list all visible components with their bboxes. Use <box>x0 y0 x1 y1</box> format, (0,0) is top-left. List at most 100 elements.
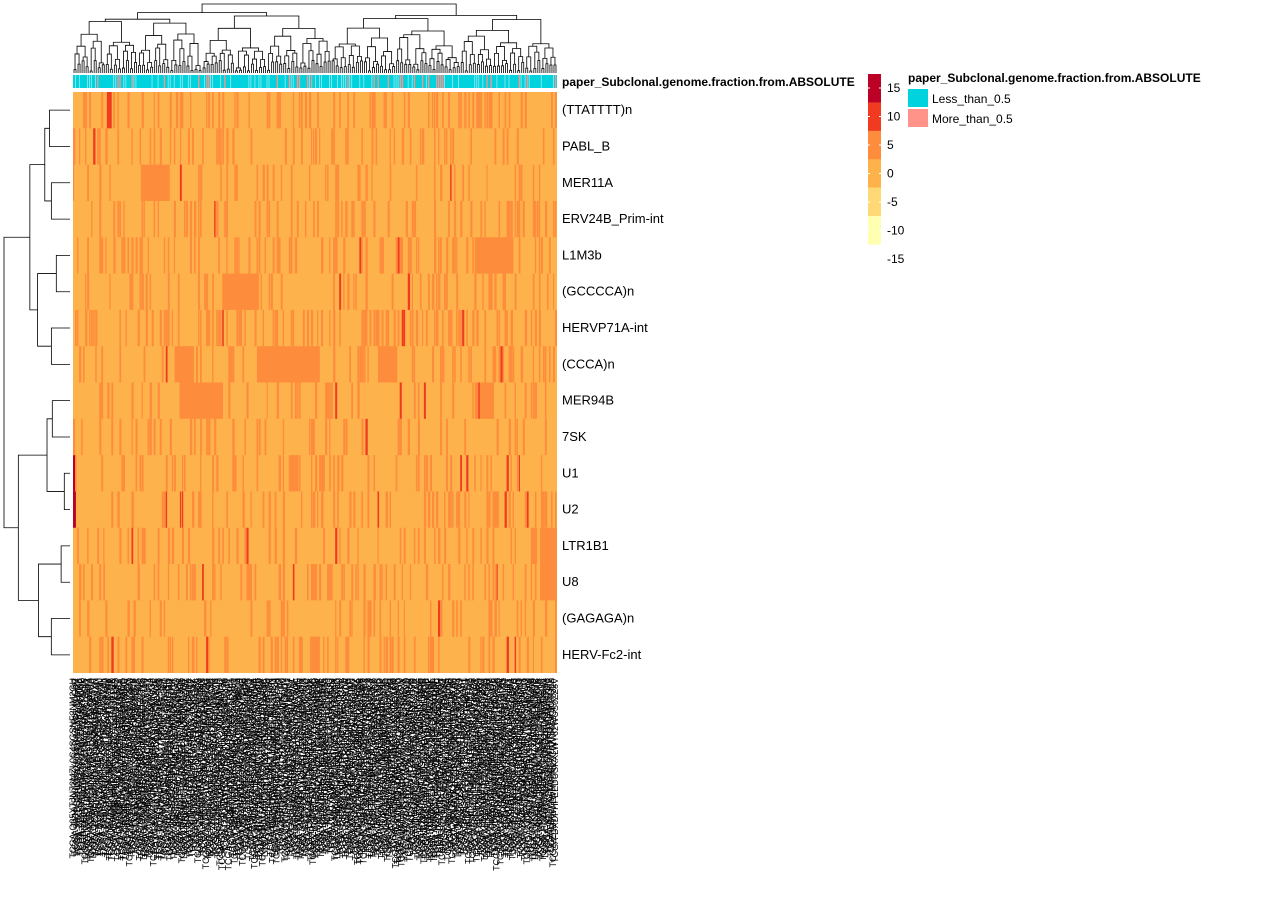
heatmap-cell <box>79 346 82 383</box>
heatmap-cell <box>538 237 541 274</box>
heatmap-cell <box>524 92 527 129</box>
heatmap-cell <box>204 273 206 310</box>
heatmap-cell <box>222 128 224 165</box>
dendrogram-branch <box>464 70 468 73</box>
heatmap-cell <box>552 273 555 310</box>
dendrogram-branch <box>404 63 408 73</box>
heatmap-cell <box>331 564 333 601</box>
dendrogram-branch <box>271 61 275 73</box>
heatmap-cell <box>323 527 326 565</box>
heatmap-cell <box>399 237 403 274</box>
heatmap-cell <box>131 128 133 165</box>
heatmap-cell <box>452 237 455 274</box>
dendrogram-branch <box>526 56 532 71</box>
heatmap-cell <box>139 237 142 274</box>
heatmap-cell <box>248 92 250 129</box>
heatmap-cell <box>262 491 265 528</box>
dendrogram-branch <box>500 42 518 49</box>
annotation-cell <box>117 75 119 88</box>
annotation-cell <box>230 75 232 88</box>
heatmap-cell <box>518 237 521 274</box>
dendrogram-branch <box>340 57 346 68</box>
dendrogram-branch <box>226 68 230 73</box>
heatmap-cell <box>282 491 286 528</box>
heatmap-cell <box>87 527 89 565</box>
dendrogram-branch <box>510 52 516 71</box>
column-label: TCGA-WZM2AJA4K4C50GRAB5FJJPQ69N <box>96 678 106 856</box>
heatmap-cell <box>520 600 523 637</box>
heatmap-cell <box>389 128 391 165</box>
heatmap-cell <box>218 309 221 347</box>
heatmap-cell <box>153 564 156 601</box>
dendrogram-branch <box>460 62 464 73</box>
heatmap-cell <box>361 128 364 165</box>
dendrogram-branch <box>126 60 129 73</box>
column-label: TCGA-W5SFLT7HHUQ6ZHXWZQR3CYBRA5 <box>467 678 477 864</box>
heatmap-cell <box>216 200 219 238</box>
dendrogram-branch <box>218 60 222 73</box>
dendrogram-branch <box>380 65 383 73</box>
heatmap-cell <box>385 491 388 528</box>
heatmap-cell <box>208 309 211 347</box>
heatmap-cell <box>508 92 511 129</box>
dendrogram-branch <box>392 66 396 73</box>
dendrogram-branch <box>93 60 97 73</box>
dendrogram-branch <box>435 45 453 58</box>
column-label: TCGA-FGSBX5DEZVHRHCPB9MKHN8QHFZ <box>358 678 368 865</box>
column-label: TCGA-74NA2KDQVQDE37ZAG4WM28A80H <box>296 678 306 861</box>
column-label: TCGA-ZC5CY0KJ8QWBY3KS5N3467E7XN <box>90 678 100 856</box>
heatmap-cell <box>548 237 551 274</box>
column-label: TCGA-8G6MR3X2N9J4DC25ZKJEWSW382 <box>143 678 153 857</box>
column-label: TCGA-RDAW932CW2CEX1V5HP9R6DZDVK <box>425 678 435 862</box>
dendrogram-branch <box>254 50 263 60</box>
heatmap-cell <box>99 382 102 419</box>
heatmap-cell <box>296 382 299 419</box>
heatmap-cell <box>436 491 439 528</box>
heatmap-cell <box>312 200 315 238</box>
annotation-legend-title: paper_Subclonal.genome.fraction.from.ABS… <box>908 71 1201 85</box>
heatmap-cell <box>474 273 477 310</box>
dendrogram-branch <box>73 69 77 73</box>
annotation-cell <box>393 75 395 88</box>
heatmap-cell <box>292 128 295 165</box>
heatmap-cell <box>377 527 379 565</box>
column-label: TCGA-B6WNLNMRX9Q7VQ2Y75861JZE3A <box>108 678 118 857</box>
heatmap-cell <box>329 309 331 347</box>
heatmap-cell <box>296 200 299 238</box>
heatmap-cell <box>373 200 376 238</box>
dendrogram-branch <box>292 52 298 68</box>
heatmap-cell <box>321 309 324 347</box>
heatmap-cell <box>177 564 180 601</box>
column-label: TCGA-AREC72AJ7G7T63V3HMQW6Y0RPD <box>243 678 253 860</box>
heatmap-cell <box>367 346 369 383</box>
heatmap-cell <box>232 346 235 383</box>
heatmap-cell <box>460 600 462 637</box>
annotation-cell <box>343 75 345 88</box>
column-label: TCGA-M1D0C5897HJTF0DNGGWKQDQ8QH <box>419 678 429 864</box>
annotation-cell <box>210 75 211 88</box>
column-label: TCGA-F1Z0WL43QFAA6Y3XPSYLV86RQJ <box>510 678 520 853</box>
dendrogram-branch <box>101 64 105 73</box>
heatmap-cell <box>397 309 400 347</box>
heatmap-cell <box>502 564 505 601</box>
heatmap-cell <box>266 600 269 637</box>
column-label: TCGA-UJFR0V6596N3PPN9Q1JDBE1FCS <box>133 678 143 853</box>
column-label: TCGA-ZWH6JP8872G183XKD44PY2X1BS <box>110 678 120 853</box>
heatmap-cell <box>167 564 170 601</box>
heatmap-cell <box>105 128 108 165</box>
heatmap-cell <box>103 564 106 601</box>
dendrogram-branch <box>447 57 457 63</box>
column-label: TCGA-KB1J6KX2TTLPX5N73JM9QJ2U5N <box>407 678 417 851</box>
heatmap-cell <box>171 527 175 565</box>
annotation-cell <box>341 75 343 88</box>
column-label: TCGA-4DU2Y5M4N4JNYY389HSQCWEMHJ <box>282 678 292 861</box>
heatmap-cell <box>363 200 366 238</box>
heatmap-cell <box>165 309 168 347</box>
heatmap-cell <box>448 309 450 347</box>
dendrogram-branch <box>104 18 171 24</box>
column-label: TCGA-73Y3B60VUV85F8KXRDVH05GXWL <box>290 678 300 856</box>
heatmap-cell <box>276 237 279 274</box>
heatmap-cell <box>341 564 344 601</box>
heatmap-cell <box>433 128 436 165</box>
heatmap-cell <box>399 418 402 456</box>
